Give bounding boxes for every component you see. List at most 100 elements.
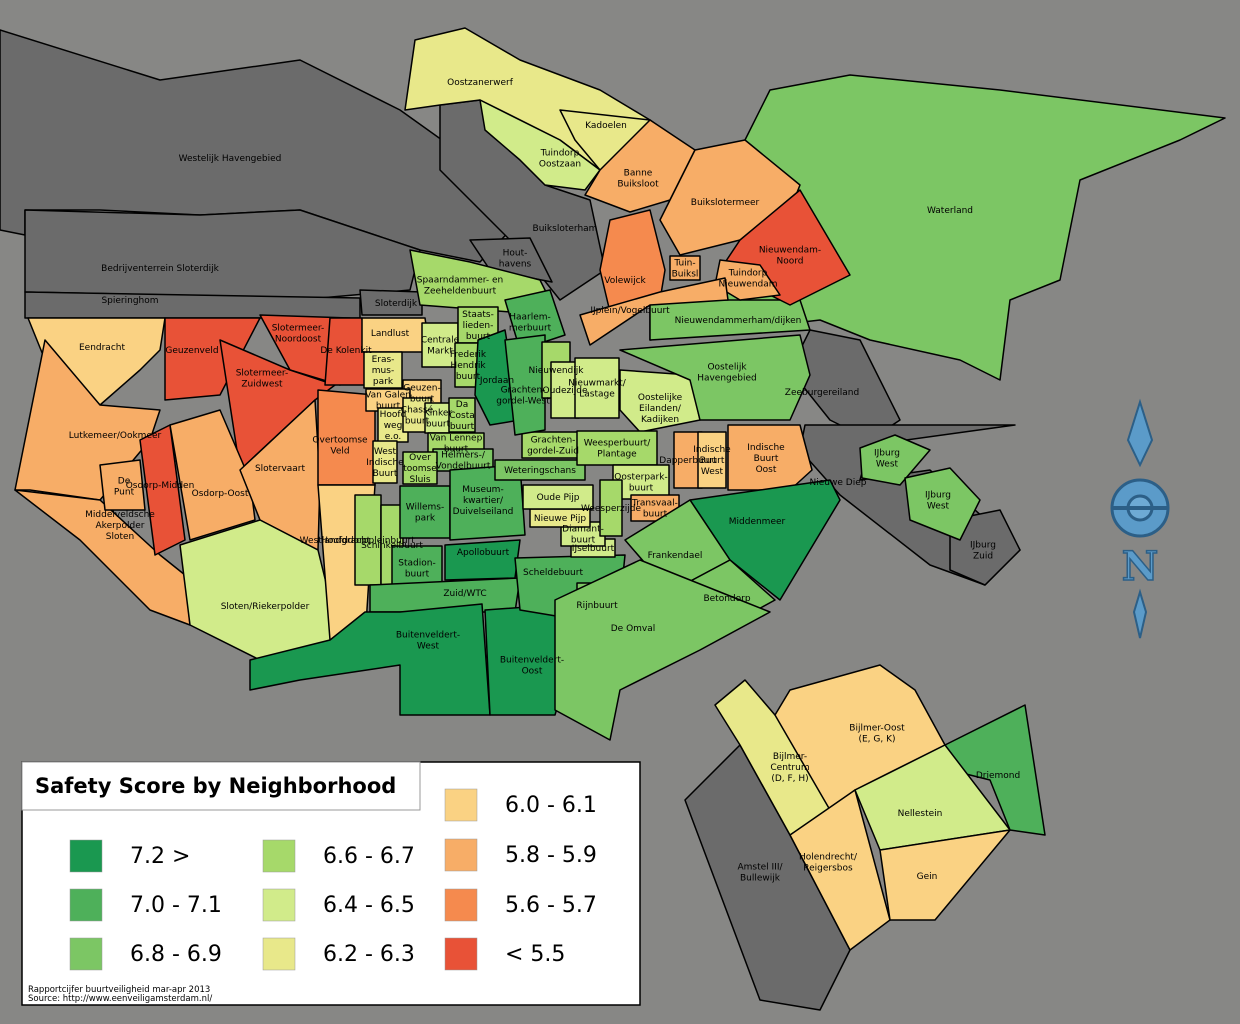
- neighborhood-area: [904, 467, 981, 541]
- neighborhood-label: Apollobuurt: [457, 548, 510, 558]
- neighborhood-area: [727, 424, 813, 491]
- neighborhood-label: Volewijck: [604, 276, 646, 286]
- legend: Safety Score by Neighborhood 7.2 > 7.0 - …: [21, 761, 641, 1006]
- legend-label: 6.6 - 6.7: [323, 844, 415, 869]
- neighborhood-label: Oosterpark-buurt: [614, 473, 667, 494]
- neighborhood-label: Nieuwe Pijp: [534, 514, 586, 524]
- neighborhood-label: Nieuwendijk: [528, 366, 584, 376]
- source-line: Source: http://www.eenveiligamsterdam.nl…: [28, 994, 212, 1004]
- neighborhood-label: Amstel III/Bullewijk: [737, 863, 783, 884]
- neighborhood-area: [504, 334, 546, 436]
- neighborhood-area: [574, 357, 620, 419]
- neighborhood-label: Oude Pijp: [537, 493, 580, 503]
- legend-swatch: [69, 937, 103, 971]
- legend-swatch: [262, 937, 296, 971]
- neighborhood-label: Tuindorp Nieuwendam: [718, 269, 777, 290]
- neighborhood-label: Grachten-gordel-Zuid: [527, 436, 579, 457]
- neighborhood-label: Buiksloterham: [533, 224, 598, 234]
- neighborhood-label: Betondorp: [703, 594, 750, 604]
- neighborhood-label: Gein: [917, 872, 938, 882]
- neighborhood-label: Buikslotermeer: [691, 198, 760, 208]
- neighborhood-label: Nellestein: [898, 809, 943, 819]
- neighborhood-label: Dapperbuurt: [659, 456, 717, 466]
- neighborhood-area: [949, 509, 1021, 586]
- neighborhood-label: Kinker buurt: [424, 409, 453, 430]
- neighborhood-area: [402, 451, 438, 485]
- neighborhood-area: [576, 430, 658, 466]
- neighborhood-area: [879, 829, 1011, 921]
- neighborhood-label: De Kolenkit: [320, 346, 372, 356]
- neighborhood-label: Zeeburgereiland: [785, 388, 859, 398]
- neighborhood-label: Indische Buurt West: [693, 445, 731, 477]
- neighborhood-label: Oostzanerwerf: [447, 78, 514, 88]
- neighborhood-label: Banne Buiksloot: [617, 169, 659, 190]
- legend-swatch: [444, 937, 478, 971]
- neighborhood-label: IJselbuurt: [572, 544, 615, 554]
- neighborhood-area: [554, 559, 771, 741]
- neighborhood-label: Indische Buurt Oost: [747, 443, 785, 475]
- neighborhood-label: Middenmeer: [729, 517, 786, 527]
- legend-label: 6.4 - 6.5: [323, 893, 415, 918]
- legend-swatch: [444, 888, 478, 922]
- neighborhood-label: Tuin-Buiksl: [672, 259, 699, 280]
- neighborhood-area: [579, 277, 729, 346]
- neighborhood-label: Eras-mus-park: [372, 355, 395, 387]
- neighborhood-label: Driemond: [976, 771, 1020, 781]
- neighborhood-label: Staats-lieden-buurt: [462, 310, 494, 342]
- legend-swatch: [69, 839, 103, 873]
- neighborhood-label: Holendrecht/Reigersbos: [799, 853, 858, 874]
- neighborhood-area: [522, 484, 594, 510]
- neighborhood-label: Grachten-gordel-West: [496, 386, 550, 407]
- legend-label: 5.6 - 5.7: [505, 893, 597, 918]
- neighborhood-label: Oostelijk Havengebied: [697, 363, 757, 384]
- neighborhood-label: Schinkelbuurt: [361, 541, 423, 551]
- legend-label: < 5.5: [505, 942, 565, 967]
- neighborhood-area: [354, 494, 382, 586]
- neighborhood-area: [239, 399, 321, 551]
- neighborhood-label: Museum-kwartier/Duivelseiland: [453, 485, 514, 517]
- source-line: Rapportcijfer buurtveiligheid mar-apr 20…: [28, 985, 210, 995]
- neighborhood-label: Van Galen buurt: [365, 391, 411, 412]
- neighborhood-label: Willems-park: [406, 503, 444, 524]
- neighborhood-label: Sloterdijk: [375, 299, 418, 309]
- neighborhood-area: [448, 397, 476, 433]
- legend-label: 6.0 - 6.1: [505, 793, 597, 818]
- neighborhood-label: Spieringhom: [101, 296, 158, 306]
- neighborhood-label: Jordaan: [479, 376, 514, 386]
- legend-label: 5.8 - 5.9: [505, 843, 597, 868]
- neighborhood-label: Frederik Hendrik buurt: [450, 350, 487, 382]
- neighborhood-label: Geuzen-buurt: [403, 384, 440, 405]
- neighborhood-label: IJplein/Vogelbuurt: [590, 306, 670, 316]
- neighborhood-area: [494, 459, 586, 481]
- neighborhood-label: Frankendael: [648, 551, 703, 561]
- neighborhood-area: [669, 255, 701, 281]
- legend-title-box: [21, 761, 421, 811]
- neighborhood-label: Nieuwendammerham/dijken: [675, 316, 802, 326]
- neighborhood-label: Osdorp-Oost: [192, 489, 249, 499]
- neighborhood-label: Haarlem-merbuurt: [509, 313, 552, 334]
- neighborhood-label: De Punt: [114, 477, 135, 498]
- neighborhood-area: [504, 289, 566, 351]
- legend-swatch: [262, 888, 296, 922]
- neighborhood-area: [599, 479, 623, 537]
- neighborhood-label: Zuid/WTC: [443, 589, 486, 599]
- neighborhood-label: Weteringschans: [504, 466, 576, 476]
- compass: N: [1110, 398, 1170, 639]
- neighborhood-area: [469, 237, 553, 283]
- neighborhood-area: [859, 434, 931, 486]
- neighborhood-label: Weesperzijde: [581, 504, 642, 514]
- neighborhood-label: Buitenveldert-Oost: [500, 656, 564, 677]
- neighborhood-label: Hoofd weg e.o.: [380, 410, 407, 442]
- neighborhood-label: Spaarndammer- en Zeeheldenbuurt: [417, 276, 503, 297]
- neighborhood-label: Bijlmer-Oost (E, G, K): [849, 724, 905, 745]
- neighborhood-label: Hoofddorppleinbuurt: [321, 536, 415, 546]
- neighborhood-label: Tuindorp Oostzaan: [539, 149, 581, 170]
- neighborhood-area: [363, 351, 403, 389]
- neighborhood-area: [421, 322, 459, 368]
- neighborhood-label: Weesperbuurt/Plantage: [584, 439, 651, 460]
- neighborhood-label: Bedrijventerrein Sloterdijk: [101, 264, 219, 274]
- neighborhood-area: [399, 485, 451, 539]
- legend-label: 6.8 - 6.9: [130, 942, 222, 967]
- neighborhood-label: Kadoelen: [585, 121, 627, 131]
